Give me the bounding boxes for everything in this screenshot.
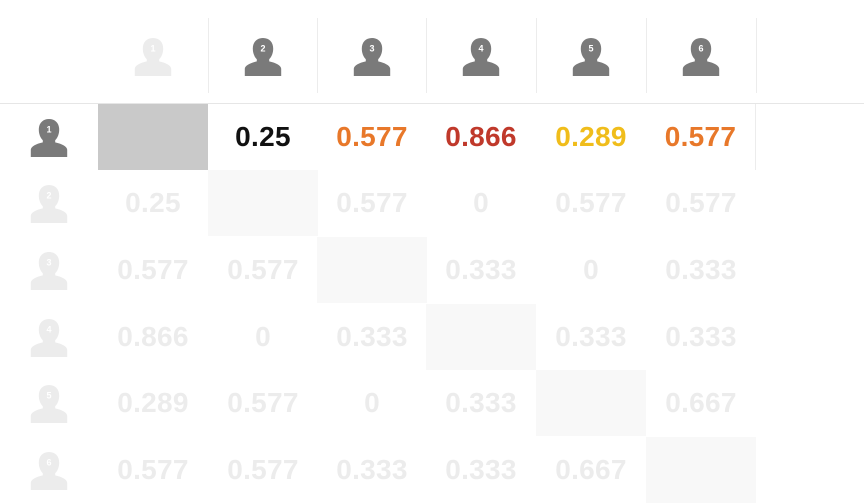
svg-text:1: 1 [46, 125, 51, 135]
row-header-5[interactable]: 5 [0, 370, 98, 436]
person-icon: 2 [239, 32, 287, 80]
person-icon: 3 [25, 246, 73, 294]
matrix-cell[interactable]: 0.25 [235, 121, 291, 152]
person-icon: 5 [567, 32, 615, 80]
matrix-cell[interactable]: 0 [583, 254, 599, 285]
matrix-cell[interactable]: 0 [255, 321, 271, 352]
person-icon: 1 [25, 113, 73, 161]
person-icon: 4 [25, 313, 73, 361]
person-icon: 1 [129, 32, 177, 80]
column-header-4[interactable]: 4 [426, 18, 535, 93]
svg-text:2: 2 [46, 191, 51, 201]
matrix-cell[interactable]: 0.333 [665, 254, 737, 285]
matrix-cell[interactable]: 0.577 [117, 454, 189, 485]
row-header-3[interactable]: 3 [0, 237, 98, 303]
person-icon: 3 [348, 32, 396, 80]
diagonal-cell[interactable] [646, 437, 756, 503]
diagonal-cell[interactable] [98, 104, 208, 170]
matrix-cell[interactable]: 0.289 [555, 121, 627, 152]
matrix-cell[interactable]: 0.577 [227, 454, 299, 485]
matrix-cell[interactable]: 0.577 [117, 254, 189, 285]
matrix-cell[interactable]: 0.577 [336, 121, 408, 152]
svg-text:6: 6 [698, 43, 703, 53]
person-icon: 6 [25, 446, 73, 494]
person-icon: 5 [25, 379, 73, 427]
person-icon: 4 [457, 32, 505, 80]
svg-text:6: 6 [46, 458, 51, 468]
matrix-cell[interactable]: 0.333 [445, 387, 517, 418]
matrix-cell[interactable]: 0.866 [445, 121, 517, 152]
row-header-2[interactable]: 2 [0, 170, 98, 236]
matrix-cell[interactable]: 0 [364, 387, 380, 418]
diagonal-cell[interactable] [317, 237, 427, 303]
row-header-6[interactable]: 6 [0, 437, 98, 503]
matrix-cell[interactable]: 0.333 [445, 454, 517, 485]
matrix-cell[interactable]: 0.577 [227, 387, 299, 418]
svg-text:2: 2 [260, 43, 265, 53]
matrix-cell[interactable]: 0.333 [336, 321, 408, 352]
matrix-cell[interactable]: 0.577 [646, 104, 756, 170]
row-header-4[interactable]: 4 [0, 304, 98, 370]
column-header-2[interactable]: 2 [208, 18, 317, 93]
svg-text:5: 5 [46, 391, 51, 401]
column-header-3[interactable]: 3 [317, 18, 426, 93]
matrix-cell[interactable]: 0.289 [117, 387, 189, 418]
svg-text:3: 3 [46, 258, 51, 268]
matrix-cell[interactable]: 0.333 [555, 321, 627, 352]
person-icon: 2 [25, 179, 73, 227]
matrix-cell[interactable]: 0 [473, 187, 489, 218]
svg-text:1: 1 [150, 43, 155, 53]
matrix-cell[interactable]: 0.25 [125, 187, 181, 218]
svg-text:4: 4 [46, 325, 51, 335]
column-header-5[interactable]: 5 [536, 18, 645, 93]
matrix-cell[interactable]: 0.577 [665, 187, 737, 218]
svg-text:5: 5 [588, 43, 593, 53]
matrix-cell[interactable]: 0.866 [117, 321, 189, 352]
diagonal-cell[interactable] [426, 304, 536, 370]
diagonal-cell[interactable] [208, 170, 318, 236]
matrix-cell[interactable]: 0.577 [555, 187, 627, 218]
person-icon: 6 [677, 32, 725, 80]
column-header-6[interactable]: 6 [646, 18, 755, 93]
row-header-1[interactable]: 1 [0, 104, 98, 170]
diagonal-cell[interactable] [536, 370, 646, 436]
matrix-cell[interactable]: 0.333 [665, 321, 737, 352]
matrix-cell[interactable]: 0.333 [445, 254, 517, 285]
header-divider [0, 103, 864, 104]
matrix-cell[interactable]: 0.667 [555, 454, 627, 485]
header-separator [756, 18, 757, 93]
svg-text:4: 4 [478, 43, 483, 53]
matrix-cell[interactable]: 0.333 [336, 454, 408, 485]
matrix-cell[interactable]: 0.577 [336, 187, 408, 218]
column-header-1[interactable]: 1 [98, 18, 207, 93]
matrix-cell[interactable]: 0.577 [227, 254, 299, 285]
svg-text:3: 3 [369, 43, 374, 53]
matrix-cell[interactable]: 0.667 [665, 387, 737, 418]
